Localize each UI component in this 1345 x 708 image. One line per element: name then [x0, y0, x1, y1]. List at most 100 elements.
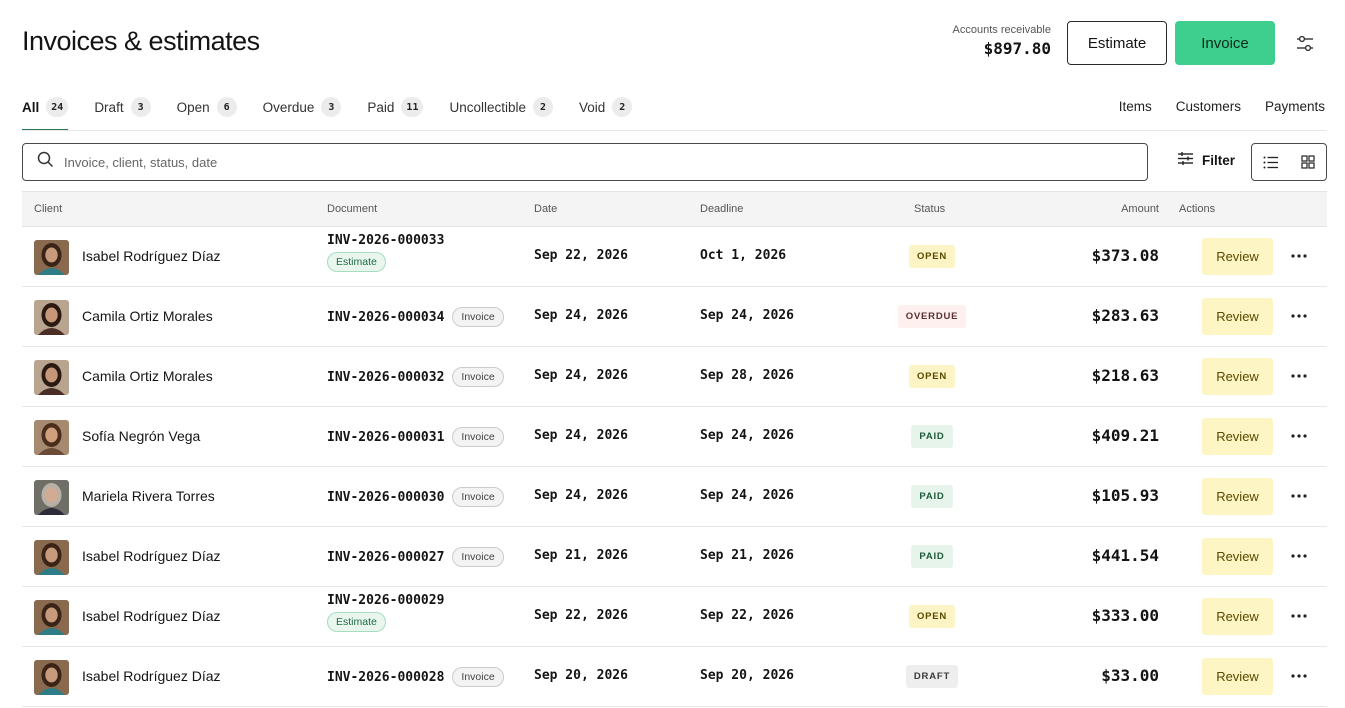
review-button[interactable]: Review [1202, 418, 1273, 455]
client-name[interactable]: Camila Ortiz Morales [82, 368, 213, 384]
document-number[interactable]: INV-2026-000034 [327, 310, 445, 325]
review-button[interactable]: Review [1202, 598, 1273, 635]
list-view-icon[interactable] [1252, 144, 1289, 180]
status-cell: DRAFT [872, 665, 992, 688]
amount: $33.00 [1101, 666, 1159, 685]
issue-date: Sep 24, 2026 [534, 488, 628, 503]
issue-date: Sep 24, 2026 [534, 368, 628, 383]
settings-sliders-icon[interactable] [1293, 33, 1317, 55]
tab-label: Void [579, 99, 606, 115]
accounts-receivable-label: Accounts receivable [952, 24, 1051, 36]
avatar [34, 300, 69, 335]
table-row[interactable]: Isabel Rodríguez Díaz INV-2026-000028 Inv… [22, 647, 1327, 707]
table-row[interactable]: Isabel Rodríguez Díaz INV-2026-000027 Inv… [22, 527, 1327, 587]
document-number[interactable]: INV-2026-000033 [327, 233, 445, 248]
issue-date: Sep 20, 2026 [534, 668, 628, 683]
document-number[interactable]: INV-2026-000031 [327, 430, 445, 445]
table-row[interactable]: Camila Ortiz Morales INV-2026-000032 Invo… [22, 347, 1327, 407]
tab-paid[interactable]: Paid 11 [367, 90, 424, 124]
column-header-client[interactable]: Client [34, 203, 63, 215]
table-row[interactable]: Sofía Negrón Vega INV-2026-000031 Invoice… [22, 407, 1327, 467]
document-number[interactable]: INV-2026-000032 [327, 370, 445, 385]
document-cell: INV-2026-000031 Invoice [327, 427, 504, 447]
tab-count-badge: 6 [216, 97, 237, 117]
deadline-date: Sep 24, 2026 [700, 308, 794, 323]
tab-count-badge: 2 [533, 97, 554, 117]
more-options-icon[interactable] [1290, 367, 1308, 385]
review-button[interactable]: Review [1202, 658, 1273, 695]
more-options-icon[interactable] [1290, 667, 1308, 685]
customers-link[interactable]: Customers [1175, 99, 1241, 114]
more-options-icon[interactable] [1290, 607, 1308, 625]
tab-uncollectible[interactable]: Uncollectible 2 [449, 90, 554, 124]
issue-date: Sep 21, 2026 [534, 548, 628, 563]
filter-button[interactable]: Filter [1177, 151, 1235, 169]
document-number[interactable]: INV-2026-000027 [327, 550, 445, 565]
document-type-badge: Invoice [452, 307, 504, 327]
client-name[interactable]: Camila Ortiz Morales [82, 308, 213, 324]
issue-date: Sep 24, 2026 [534, 308, 628, 323]
page-title: Invoices & estimates [22, 26, 260, 56]
search-input[interactable] [64, 154, 1064, 170]
more-options-icon[interactable] [1290, 487, 1308, 505]
column-header-document[interactable]: Document [327, 203, 378, 215]
tabs-divider [22, 130, 1327, 131]
status-cell: PAID [872, 545, 992, 568]
client-name[interactable]: Isabel Rodríguez Díaz [82, 668, 221, 684]
amount: $105.93 [1091, 486, 1159, 505]
client-name[interactable]: Isabel Rodríguez Díaz [82, 548, 221, 564]
tab-all[interactable]: All 24 [22, 90, 69, 131]
document-cell: INV-2026-000032 Invoice [327, 367, 504, 387]
new-invoice-button[interactable]: Invoice [1175, 21, 1275, 65]
table-row[interactable]: Isabel Rodríguez Díaz INV-2026-000029 Es… [22, 587, 1327, 647]
items-link[interactable]: Items [1118, 99, 1152, 114]
table-row[interactable]: Isabel Rodríguez Díaz INV-2026-000033 Es… [22, 227, 1327, 287]
client-name[interactable]: Isabel Rodríguez Díaz [82, 248, 221, 264]
status-cell: OPEN [872, 245, 992, 268]
review-button[interactable]: Review [1202, 538, 1273, 575]
tab-overdue[interactable]: Overdue 3 [263, 90, 342, 124]
review-button[interactable]: Review [1202, 298, 1273, 335]
document-cell: INV-2026-000027 Invoice [327, 547, 504, 567]
amount: $373.08 [1091, 246, 1159, 265]
client-name[interactable]: Mariela Rivera Torres [82, 488, 215, 504]
review-button[interactable]: Review [1202, 478, 1273, 515]
more-options-icon[interactable] [1290, 427, 1308, 445]
document-type-badge: Invoice [452, 667, 504, 687]
column-header-deadline[interactable]: Deadline [700, 203, 744, 215]
new-estimate-button[interactable]: Estimate [1067, 21, 1167, 65]
status-badge: OPEN [908, 605, 956, 628]
column-header-status[interactable]: Status [914, 203, 946, 215]
tab-void[interactable]: Void 2 [579, 90, 633, 124]
tab-draft[interactable]: Draft 3 [94, 90, 151, 124]
avatar [34, 420, 69, 455]
document-number[interactable]: INV-2026-000030 [327, 490, 445, 505]
payments-link[interactable]: Payments [1264, 99, 1325, 114]
grid-view-icon[interactable] [1289, 144, 1326, 180]
client-name[interactable]: Isabel Rodríguez Díaz [82, 608, 221, 624]
status-badge: PAID [911, 545, 953, 568]
status-tabs: All 24 Draft 3 Open 6 Overdue 3 Paid 11 … [22, 90, 658, 132]
document-type-badge: Invoice [452, 367, 504, 387]
document-number[interactable]: INV-2026-000028 [327, 670, 445, 685]
column-header-date[interactable]: Date [534, 203, 558, 215]
document-number[interactable]: INV-2026-000029 [327, 593, 445, 608]
deadline-date: Oct 1, 2026 [700, 248, 787, 263]
deadline-date: Sep 28, 2026 [700, 368, 794, 383]
table-row[interactable]: Mariela Rivera Torres INV-2026-000030 Inv… [22, 467, 1327, 527]
amount: $283.63 [1091, 306, 1159, 325]
filter-icon [1177, 151, 1194, 169]
status-badge: OPEN [908, 245, 956, 268]
more-options-icon[interactable] [1290, 547, 1308, 565]
review-button[interactable]: Review [1202, 238, 1273, 275]
tab-open[interactable]: Open 6 [177, 90, 237, 124]
tab-label: Draft [94, 99, 124, 115]
client-name[interactable]: Sofía Negrón Vega [82, 428, 201, 444]
column-header-amount[interactable]: Amount [1121, 203, 1159, 215]
status-badge: PAID [911, 485, 953, 508]
review-button[interactable]: Review [1202, 358, 1273, 395]
more-options-icon[interactable] [1290, 247, 1308, 265]
table-row[interactable]: Camila Ortiz Morales INV-2026-000034 Invo… [22, 287, 1327, 347]
more-options-icon[interactable] [1290, 307, 1308, 325]
document-cell: INV-2026-000028 Invoice [327, 667, 504, 687]
